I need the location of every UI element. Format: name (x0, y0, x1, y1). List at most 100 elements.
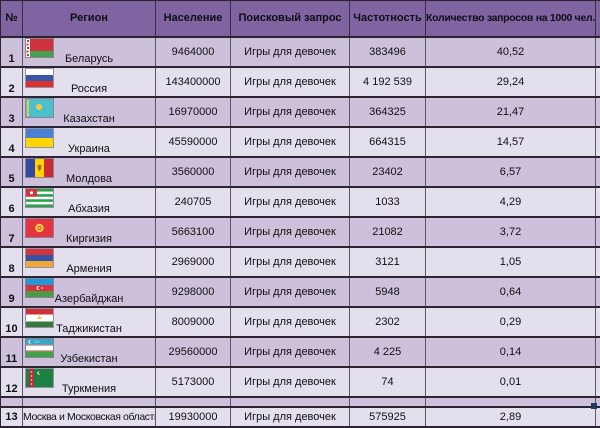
frequency-cell[interactable]: 21082 (350, 218, 426, 246)
row-number-cell[interactable]: 4 (0, 128, 23, 156)
row-number-cell[interactable]: 8 (0, 248, 23, 276)
region-name: Беларусь (64, 53, 114, 65)
query-cell[interactable]: Игры для девочек (231, 68, 350, 96)
population-cell[interactable]: 45590000 (156, 128, 231, 156)
per1000-cell[interactable]: 0,14 (426, 338, 596, 366)
region-cell[interactable]: Туркмения (23, 368, 156, 396)
frequency-cell[interactable]: 74 (350, 368, 426, 396)
query-cell[interactable]: Игры для девочек (231, 308, 350, 336)
row-number-cell[interactable]: 11 (0, 338, 23, 366)
frequency-cell[interactable]: 23402 (350, 158, 426, 186)
frequency-cell[interactable]: 664315 (350, 128, 426, 156)
per1000-cell[interactable]: 0,29 (426, 308, 596, 336)
per1000-cell[interactable]: 4,29 (426, 188, 596, 216)
frequency-cell[interactable]: 4 225 (350, 338, 426, 366)
region-cell[interactable]: Москва и Московская область (23, 408, 156, 426)
query-cell[interactable]: Игры для девочек (231, 218, 350, 246)
frequency-cell[interactable]: 1033 (350, 188, 426, 216)
empty-row[interactable] (0, 398, 600, 408)
empty-cell[interactable] (426, 398, 596, 406)
row-number-cell[interactable]: 5 (0, 158, 23, 186)
region-cell[interactable]: Киргизия (23, 218, 156, 246)
flag-tajikistan-icon (26, 309, 53, 327)
row-number-cell[interactable]: 12 (0, 368, 23, 396)
region-cell[interactable]: Таджикистан (23, 308, 156, 336)
region-cell[interactable]: Казахстан (23, 98, 156, 126)
region-name: Армения (66, 263, 112, 275)
query-cell[interactable]: Игры для девочек (231, 188, 350, 216)
row-number-cell[interactable]: 2 (0, 68, 23, 96)
region-cell[interactable]: Молдова (23, 158, 156, 186)
per1000-cell[interactable]: 29,24 (426, 68, 596, 96)
query-cell[interactable]: Игры для девочек (231, 98, 350, 126)
per1000-cell[interactable]: 6,57 (426, 158, 596, 186)
row-number-cell[interactable]: 9 (0, 278, 23, 306)
population-cell[interactable]: 19930000 (156, 408, 231, 426)
query-cell[interactable]: Игры для девочек (231, 128, 350, 156)
empty-cell[interactable] (350, 398, 426, 406)
query-cell[interactable]: Игры для девочек (231, 38, 350, 66)
header-per1000[interactable]: Количество запросов на 1000 чел. (426, 1, 596, 36)
header-num[interactable]: № (0, 1, 23, 36)
header-population[interactable]: Население (156, 1, 231, 36)
per1000-cell[interactable]: 40,52 (426, 38, 596, 66)
selection-handle[interactable] (591, 403, 597, 409)
header-frequency[interactable]: Частотность (350, 1, 426, 36)
population-cell[interactable]: 3560000 (156, 158, 231, 186)
frequency-cell[interactable]: 575925 (350, 408, 426, 426)
per1000-cell[interactable]: 2,89 (426, 408, 596, 426)
population-cell[interactable]: 5173000 (156, 368, 231, 396)
population-cell[interactable]: 9464000 (156, 38, 231, 66)
table-row: 12 Туркмения 5173000 Игры для девочек 74… (0, 368, 600, 398)
population-cell[interactable]: 143400000 (156, 68, 231, 96)
region-cell[interactable]: Армения (23, 248, 156, 276)
region-cell[interactable]: Узбекистан (23, 338, 156, 366)
frequency-cell[interactable]: 2302 (350, 308, 426, 336)
row-number-cell[interactable]: 6 (0, 188, 23, 216)
query-cell[interactable]: Игры для девочек (231, 368, 350, 396)
frequency-cell[interactable]: 5948 (350, 278, 426, 306)
query-cell[interactable]: Игры для девочек (231, 248, 350, 276)
region-cell[interactable]: Беларусь (23, 38, 156, 66)
frequency-cell[interactable]: 383496 (350, 38, 426, 66)
per1000-cell[interactable]: 14,57 (426, 128, 596, 156)
region-cell[interactable]: Россия (23, 68, 156, 96)
per1000-cell[interactable]: 0,64 (426, 278, 596, 306)
frequency-cell[interactable]: 364325 (350, 98, 426, 126)
population-cell[interactable]: 5663100 (156, 218, 231, 246)
region-cell[interactable]: Абхазия (23, 188, 156, 216)
region-cell[interactable]: Украина (23, 128, 156, 156)
frequency-cell[interactable]: 4 192 539 (350, 68, 426, 96)
empty-cell[interactable] (156, 398, 231, 406)
region-name: Туркмения (61, 383, 117, 395)
header-query[interactable]: Поисковый запрос (231, 1, 350, 36)
population-cell[interactable]: 240705 (156, 188, 231, 216)
population-cell[interactable]: 16970000 (156, 98, 231, 126)
per1000-cell[interactable]: 3,72 (426, 218, 596, 246)
query-cell[interactable]: Игры для девочек (231, 158, 350, 186)
per1000-cell[interactable]: 1,05 (426, 248, 596, 276)
empty-cell[interactable] (0, 398, 23, 406)
empty-cell[interactable] (231, 398, 350, 406)
query-cell[interactable]: Игры для девочек (231, 278, 350, 306)
row-edge-strip (596, 368, 600, 396)
flag-armenia-icon (26, 249, 53, 267)
header-region[interactable]: Регион (23, 1, 156, 36)
population-cell[interactable]: 29560000 (156, 338, 231, 366)
row-number-cell[interactable]: 13 (0, 408, 23, 426)
empty-cell[interactable] (23, 398, 156, 406)
per1000-cell[interactable]: 0,01 (426, 368, 596, 396)
row-number-cell[interactable]: 7 (0, 218, 23, 246)
row-number-cell[interactable]: 1 (0, 38, 23, 66)
frequency-cell[interactable]: 3121 (350, 248, 426, 276)
query-cell[interactable]: Игры для девочек (231, 338, 350, 366)
row-number-cell[interactable]: 3 (0, 98, 23, 126)
query-cell[interactable]: Игры для девочек (231, 408, 350, 426)
population-cell[interactable]: 2969000 (156, 248, 231, 276)
table-row: 7 Киргизия 5663100 Игры для девочек 2108… (0, 218, 600, 248)
row-number-cell[interactable]: 10 (0, 308, 23, 336)
population-cell[interactable]: 9298000 (156, 278, 231, 306)
population-cell[interactable]: 8009000 (156, 308, 231, 336)
region-cell[interactable]: Азербайджан (23, 278, 156, 306)
per1000-cell[interactable]: 21,47 (426, 98, 596, 126)
